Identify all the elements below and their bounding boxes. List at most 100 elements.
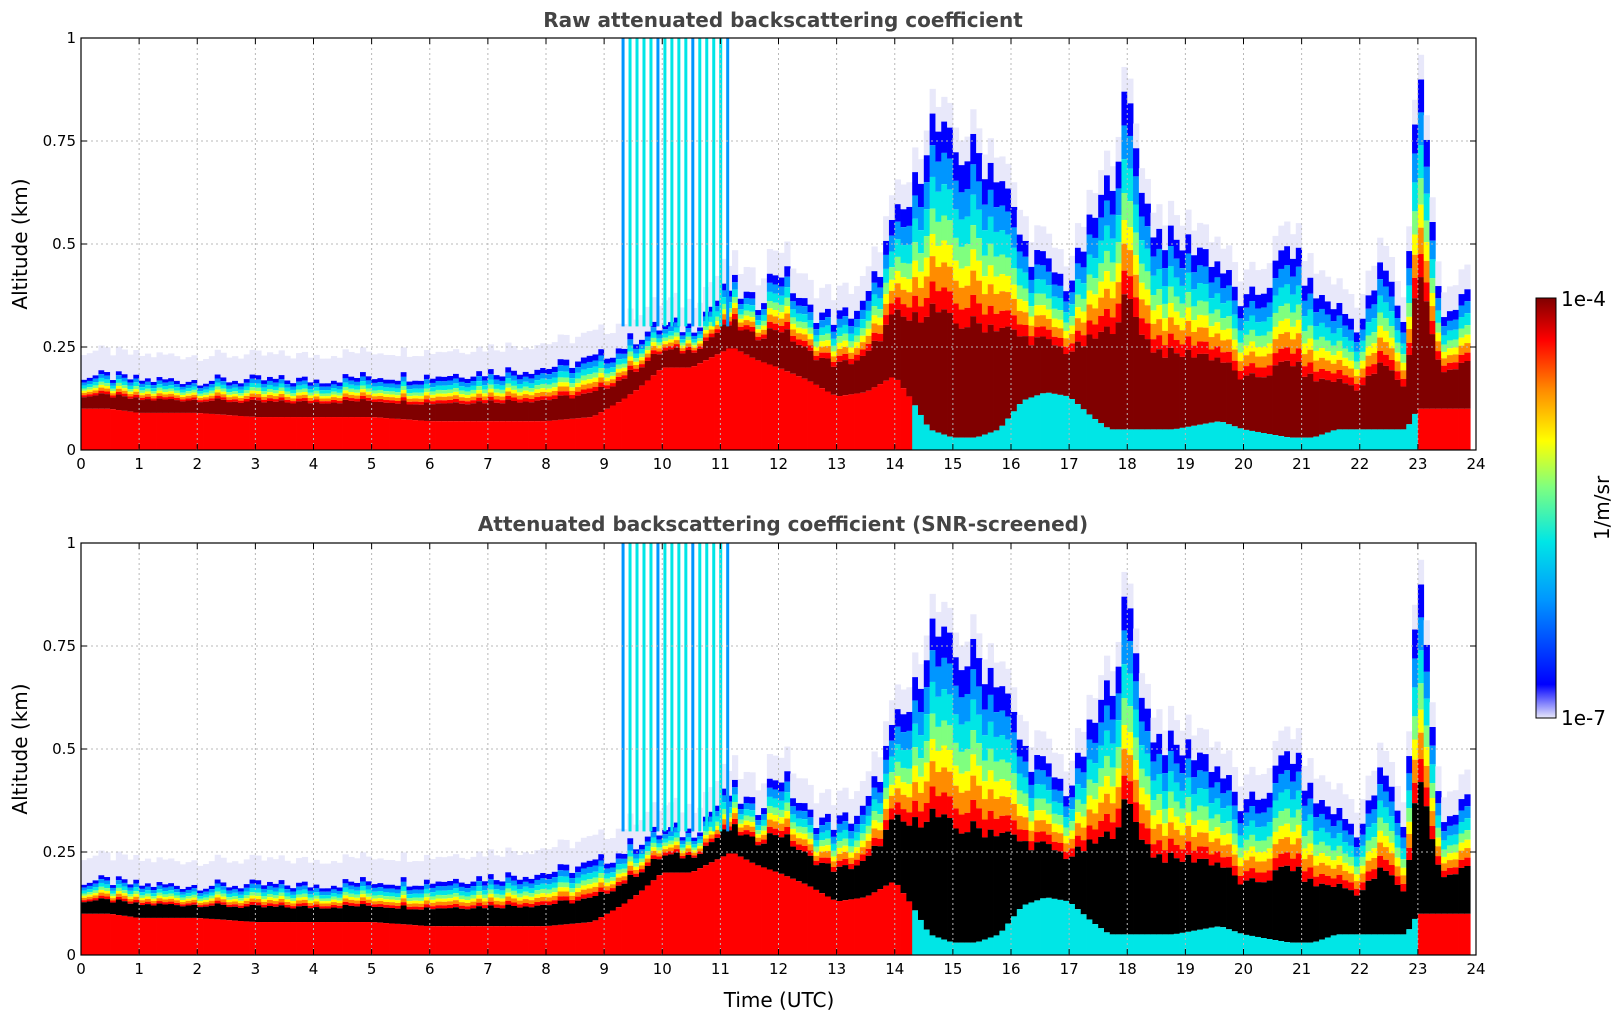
heatmap-cell [487,879,495,885]
heatmap-column [772,250,779,450]
heatmap-cell [1342,325,1349,338]
heatmap-cell [772,316,779,324]
heatmap-cell [360,376,367,382]
heatmap-cell [482,926,489,955]
heatmap-cell [1173,858,1180,934]
heatmap-cell [365,380,373,385]
heatmap-cell [330,899,338,903]
heatmap-cell [1028,830,1035,842]
heatmap-cell [755,360,762,450]
heatmap-cell [534,850,541,875]
heatmap-cell [174,397,181,401]
heatmap-cell [441,385,448,391]
heatmap-column [1231,767,1239,955]
heatmap-cell [482,881,489,886]
heatmap-cell [1162,808,1169,824]
heatmap-cell [737,856,745,955]
heatmap-cell [569,387,576,391]
heatmap-cell [307,887,314,891]
heatmap-cell [1353,361,1361,370]
heatmap-cell [86,396,94,409]
heatmap-cell [470,389,477,394]
heatmap-cell [691,352,698,367]
heatmap-cell [848,863,855,870]
heatmap-cell [81,395,88,398]
heatmap-cell [952,127,960,153]
heatmap-cell [423,395,431,400]
heatmap-column [929,593,936,955]
heatmap-cell [1127,201,1134,228]
heatmap-cell [499,421,506,450]
heatmap-cell [336,900,343,904]
heatmap-cell [586,873,593,880]
heatmap-cell [1179,849,1186,862]
heatmap-cell [784,802,791,812]
heatmap-cell [92,898,99,901]
heatmap-cell [598,412,605,450]
heatmap-cell [174,902,181,906]
heatmap-cell [354,398,361,402]
heatmap-cell [1127,640,1134,674]
heatmap-cell [929,208,936,234]
heatmap-cell [1040,336,1047,394]
heatmap-cell [464,378,471,384]
heatmap-cell [499,894,506,899]
heatmap-cell [1208,831,1215,843]
heatmap-cell [174,356,181,381]
heatmap-cell [162,399,169,413]
heatmap-cell [133,883,140,888]
heatmap-column [505,847,512,955]
heatmap-cell [1435,359,1442,409]
heatmap-cell [1185,931,1192,955]
heatmap-column [790,773,797,955]
heatmap-cell [964,942,971,955]
heatmap-cell [435,403,442,422]
heatmap-cell [174,905,181,918]
heatmap-column [546,849,553,955]
heatmap-cell [784,781,791,793]
heatmap-cell [528,907,535,927]
heatmap-cell [1011,247,1018,269]
heatmap-cell [947,750,954,772]
heatmap-cell [487,926,495,955]
heatmap-cell [557,391,564,396]
heatmap-cell [325,888,332,892]
heatmap-cell [86,387,94,390]
heatmap-cell [1214,827,1221,839]
heatmap-cell [383,387,390,392]
heatmap-cell [894,726,901,745]
heatmap-cell [1383,302,1390,319]
heatmap-cell [307,897,314,901]
heatmap-cell [720,819,727,825]
heatmap-cell [383,379,390,384]
heatmap-cell [516,399,524,403]
heatmap-cell [656,305,663,331]
heatmap-cell [894,802,901,815]
heatmap-cell [534,902,541,906]
heatmap-cell [1197,788,1204,806]
heatmap-cell [290,906,297,909]
heatmap-cell [604,893,611,914]
heatmap-cell [726,770,733,796]
heatmap-cell [1260,377,1268,434]
heatmap-cell [1301,285,1308,301]
heatmap-cell [604,333,611,359]
heatmap-cell [1098,699,1105,723]
heatmap-cell [999,274,1006,292]
heatmap-cell [656,342,663,346]
heatmap-cell [1040,770,1047,785]
heatmap-cell [534,874,541,880]
heatmap-cell [807,320,814,328]
heatmap-cell [761,834,768,840]
heatmap-column [418,861,425,955]
heatmap-cell [1127,934,1134,955]
heatmap-cell [952,303,960,324]
heatmap-cell [1144,248,1151,272]
heatmap-cell [790,773,797,799]
heatmap-column [941,96,948,450]
heatmap-column [557,334,564,450]
heatmap-cell [656,348,663,352]
heatmap-column [1458,269,1465,450]
heatmap-column [92,350,99,450]
heatmap-cell [435,351,442,377]
